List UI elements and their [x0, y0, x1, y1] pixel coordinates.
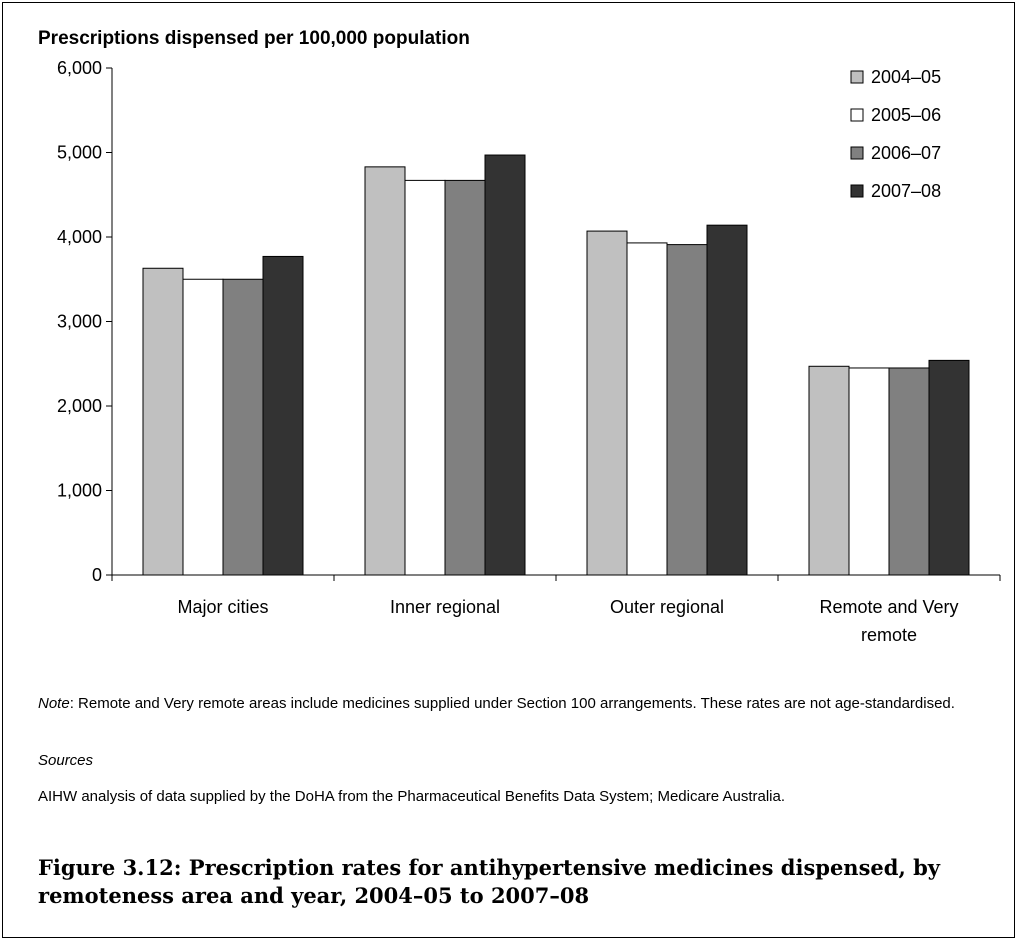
bar	[222, 278, 264, 576]
bar-chart: 0 1,000 2,000 3,000 4,000 5,000 6,000 Major cit…	[57, 58, 1001, 645]
bar	[626, 242, 668, 576]
bar	[808, 365, 850, 576]
bar	[484, 154, 526, 576]
bar	[928, 359, 970, 576]
bar	[404, 179, 446, 576]
legend-label: 2007–08	[871, 181, 941, 201]
y-tick-label: 5,000	[57, 143, 102, 163]
bar	[364, 166, 406, 576]
bar	[182, 278, 224, 576]
bar	[666, 244, 708, 576]
note: Note: Remote and Very remote areas inclu…	[38, 694, 988, 714]
bar	[848, 367, 890, 576]
x-category-label: Inner regional	[390, 597, 500, 617]
bar	[444, 179, 486, 576]
note-label: Note	[38, 695, 70, 712]
x-category-label: Outer regional	[610, 597, 724, 617]
y-tick-label: 4,000	[57, 227, 102, 247]
bar	[142, 267, 184, 576]
x-category-label: Remote and Very	[819, 597, 958, 617]
note-text: : Remote and Very remote areas include m…	[69, 695, 955, 712]
y-tick-label: 0	[92, 565, 102, 585]
legend-label: 2006–07	[871, 143, 941, 163]
bar	[586, 230, 628, 576]
legend-swatch	[850, 108, 864, 122]
x-category-label: remote	[861, 625, 917, 645]
legend-label: 2005–06	[871, 105, 941, 125]
y-tick-label: 2,000	[57, 396, 102, 416]
y-tick-label: 6,000	[57, 58, 102, 78]
y-axis-title: Prescriptions dispensed per 100,000 popu…	[38, 28, 470, 49]
bar	[706, 224, 748, 576]
x-category-label: Major cities	[177, 597, 268, 617]
figure-caption: Figure 3.12: Prescription rates for anti…	[38, 855, 940, 908]
bar	[262, 255, 304, 576]
legend-swatch	[850, 146, 864, 160]
legend-swatch	[850, 70, 864, 84]
y-tick-label: 1,000	[57, 481, 102, 501]
y-tick-label: 3,000	[57, 312, 102, 332]
sources-text: AIHW analysis of data supplied by the Do…	[38, 788, 786, 805]
bar	[888, 367, 930, 576]
sources-heading: Sources	[38, 752, 94, 769]
legend-label: 2004–05	[871, 67, 941, 87]
legend-swatch	[850, 184, 864, 198]
